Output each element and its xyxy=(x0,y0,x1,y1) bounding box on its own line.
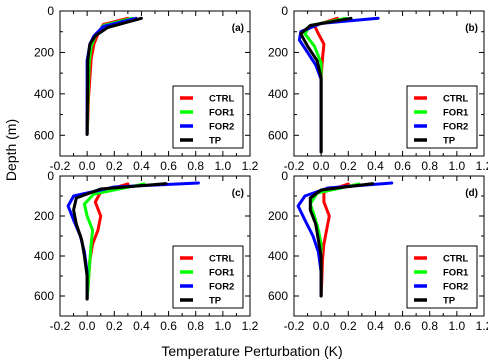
series-line-ctrl xyxy=(319,182,350,298)
y-tick-label: 600 xyxy=(34,289,54,303)
x-tick-label: 0.0 xyxy=(313,159,330,173)
legend-label-for2: FOR2 xyxy=(443,122,468,133)
x-tick-label: 0.4 xyxy=(133,319,150,333)
y-tick-label: 400 xyxy=(34,249,54,263)
y-tick-label: 0 xyxy=(47,169,54,183)
y-tick-label: 600 xyxy=(34,128,54,142)
x-tick-label: 0.6 xyxy=(160,159,177,173)
series-line-ctrl xyxy=(85,182,130,301)
series-line-tp xyxy=(72,182,168,301)
legend-label-ctrl: CTRL xyxy=(209,254,235,265)
x-axis-title: Temperature Perturbation (K) xyxy=(161,343,342,359)
legend-label-for1: FOR1 xyxy=(209,268,235,279)
x-tick-label: -0.2 xyxy=(50,159,71,173)
x-tick-label: -0.2 xyxy=(284,319,305,333)
x-tick-label: 0.0 xyxy=(79,319,96,333)
x-tick-label: 0.2 xyxy=(340,159,357,173)
x-tick-label: 0.0 xyxy=(79,159,96,173)
x-tick-label: 1.0 xyxy=(215,159,232,173)
x-tick-label: 1.2 xyxy=(242,159,259,173)
panel-label: (b) xyxy=(465,23,478,34)
legend-label-tp: TP xyxy=(209,296,222,307)
x-tick-label: 0.6 xyxy=(160,319,177,333)
x-tick-label: -0.2 xyxy=(284,159,305,173)
series-line-tp xyxy=(299,16,353,154)
series-line-for1 xyxy=(303,16,348,154)
x-tick-label: 0.2 xyxy=(340,319,357,333)
y-tick-label: 400 xyxy=(268,249,288,263)
x-tick-label: 0.8 xyxy=(421,319,438,333)
y-tick-label: 200 xyxy=(34,209,54,223)
x-tick-label: 1.0 xyxy=(449,319,466,333)
legend-label-for1: FOR1 xyxy=(443,108,469,119)
panel-4: -0.2 0.0 0.2 0.4 0.6 0.8 1.0 1.2 0 200 400 600 (d) CT… xyxy=(268,169,488,333)
legend: CTRL FOR1 FOR2 TP xyxy=(406,245,478,309)
series-line-for2 xyxy=(297,16,380,154)
x-tick-label: 0.4 xyxy=(133,159,150,173)
x-tick-label: 0.8 xyxy=(421,159,438,173)
x-tick-label: 1.0 xyxy=(449,159,466,173)
x-tick-label: 0.2 xyxy=(106,159,123,173)
x-tick-label: 0.4 xyxy=(367,159,384,173)
x-tick-label: 0.0 xyxy=(313,319,330,333)
x-tick-label: 1.2 xyxy=(242,319,259,333)
x-tick-label: 1.0 xyxy=(215,319,232,333)
series-line-tp xyxy=(308,182,375,298)
series-line-for1 xyxy=(82,182,146,301)
x-tick-label: 0.8 xyxy=(187,319,204,333)
y-tick-label: 600 xyxy=(268,128,288,142)
panel-label: (d) xyxy=(465,188,478,199)
legend-label-for2: FOR2 xyxy=(443,282,468,293)
x-tick-label: 0.8 xyxy=(187,159,204,173)
panel-1: -0.2 0.0 0.2 0.4 0.6 0.8 1.0 1.2 0 200 400 600 (a) CT… xyxy=(34,4,259,173)
y-tick-label: 0 xyxy=(281,4,288,18)
x-tick-label: 0.4 xyxy=(367,319,384,333)
x-tick-label: 0.6 xyxy=(394,159,411,173)
panel-3: -0.2 0.0 0.2 0.4 0.6 0.8 1.0 1.2 0 200 400 600 (c) CT… xyxy=(34,169,259,333)
legend-label-for1: FOR1 xyxy=(443,268,469,279)
legend-label-for1: FOR1 xyxy=(209,108,235,119)
series-line-ctrl xyxy=(312,16,339,154)
y-tick-label: 200 xyxy=(268,209,288,223)
y-tick-label: 400 xyxy=(268,87,288,101)
panel-label: (c) xyxy=(232,188,244,199)
x-tick-label: -0.2 xyxy=(50,319,71,333)
series-line-tp xyxy=(85,16,143,136)
legend-label-tp: TP xyxy=(209,136,222,147)
x-tick-label: 1.2 xyxy=(476,159,488,173)
y-tick-label: 0 xyxy=(281,169,288,183)
legend-label-for2: FOR2 xyxy=(209,282,234,293)
legend-label-tp: TP xyxy=(443,136,456,147)
y-tick-label: 400 xyxy=(34,87,54,101)
y-tick-label: 0 xyxy=(47,4,54,18)
x-tick-label: 0.2 xyxy=(106,319,123,333)
y-tick-label: 600 xyxy=(268,289,288,303)
legend: CTRL FOR1 FOR2 TP xyxy=(172,85,244,149)
legend-label-ctrl: CTRL xyxy=(443,94,469,105)
legend-label-tp: TP xyxy=(443,296,456,307)
legend-label-for2: FOR2 xyxy=(209,122,234,133)
legend-label-ctrl: CTRL xyxy=(443,254,469,265)
legend: CTRL FOR1 FOR2 TP xyxy=(172,245,244,309)
x-tick-label: 0.6 xyxy=(394,319,411,333)
y-tick-label: 200 xyxy=(34,45,54,59)
legend-label-ctrl: CTRL xyxy=(209,94,235,105)
panel-2: -0.2 0.0 0.2 0.4 0.6 0.8 1.0 1.2 0 200 400 600 (b) CT… xyxy=(268,4,488,173)
x-tick-label: 1.2 xyxy=(476,319,488,333)
panel-label: (a) xyxy=(232,23,244,34)
y-axis-title: Depth (m) xyxy=(3,119,19,181)
legend: CTRL FOR1 FOR2 TP xyxy=(406,85,478,149)
y-tick-label: 200 xyxy=(268,45,288,59)
